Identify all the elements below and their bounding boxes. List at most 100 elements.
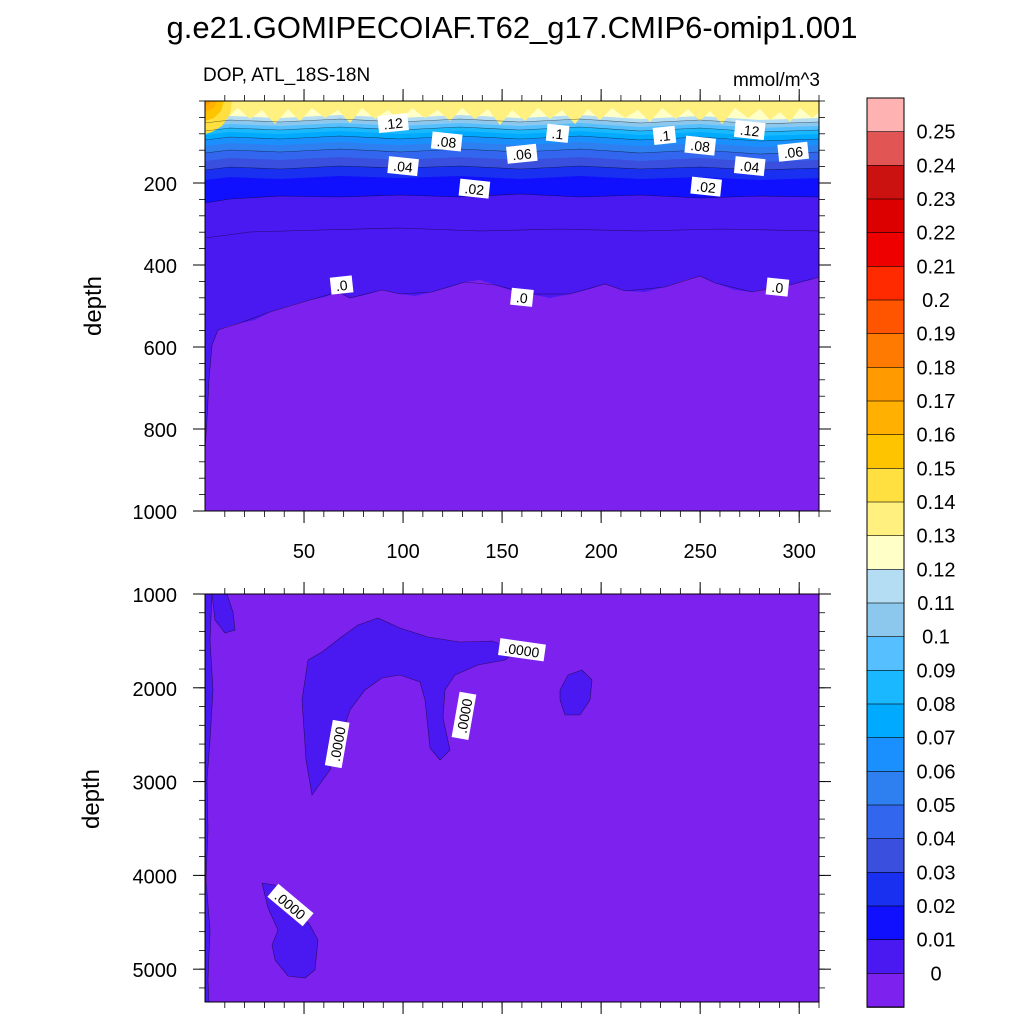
contour-label-text: .0000 xyxy=(503,640,540,661)
contour-label-box xyxy=(506,143,538,164)
colorbar-swatch xyxy=(866,535,905,571)
colorbar-swatch xyxy=(866,569,905,604)
colorbar-label: 0.18 xyxy=(917,357,956,379)
colorbar-swatch xyxy=(866,299,905,335)
lower-bottom-left-patch xyxy=(262,883,318,978)
contour-label-box xyxy=(451,691,477,740)
colorbar-label: 0.23 xyxy=(917,189,956,211)
contour-label: .0000 xyxy=(324,719,350,769)
contour-label: .1 xyxy=(652,125,677,145)
colorbar-swatch xyxy=(866,198,905,234)
units-label: mmol/m^3 xyxy=(733,70,820,91)
contour-label-box xyxy=(690,176,722,197)
contour-label: .08 xyxy=(684,135,717,156)
contour-label-text: .02 xyxy=(696,178,717,196)
colorbar-label: 0.15 xyxy=(917,458,956,480)
contour-label: .12 xyxy=(733,120,766,141)
contour-label: .0 xyxy=(510,287,534,307)
contour-label-text: .0 xyxy=(771,279,784,296)
contour-label-box xyxy=(430,131,463,152)
colorbar-swatch xyxy=(866,602,905,638)
contour-label: .08 xyxy=(430,131,463,152)
colorbar-swatch xyxy=(866,468,905,503)
colorbar-swatch xyxy=(866,670,905,705)
contour-label: .04 xyxy=(387,156,419,177)
colorbar-swatch xyxy=(866,703,905,739)
colorbar-label: 0.1 xyxy=(922,627,950,649)
contour-label-box xyxy=(684,135,717,156)
colorbar-label: 0.09 xyxy=(917,660,956,682)
colorbar-label: 0.03 xyxy=(917,862,956,884)
contour-label-text: .12 xyxy=(383,115,404,133)
contour-label-box xyxy=(733,120,766,141)
lower-axes: 1000 2000 3000 4000 5000 xyxy=(133,582,831,1014)
upper-contour-labels: .12 .08 .1 .1 .12 .04 .06 .08 .04 .06 .02 .02 .0 .0 .0 xyxy=(329,113,810,307)
contour-label-text: .0 xyxy=(515,289,528,306)
colorbar-swatch xyxy=(866,97,905,133)
lower-right-blob xyxy=(560,670,592,715)
colorbar-swatch xyxy=(866,872,905,907)
colorbar-label: 0.24 xyxy=(917,155,956,177)
x-tick-label: 200 xyxy=(584,541,617,563)
colorbar: 0.25 0.24 0.23 0.22 0.21 0.2 0.19 0.18 0.17 0.16 0… xyxy=(866,97,956,1008)
colorbar-swatch xyxy=(866,804,905,840)
colorbar-label: 0.12 xyxy=(917,559,956,581)
colorbar-label: 0.01 xyxy=(917,930,956,952)
colorbar-swatch xyxy=(866,737,905,773)
contour-label-text: .0 xyxy=(335,277,348,294)
contour-label-box xyxy=(652,125,677,145)
colorbar-label: 0 xyxy=(930,963,941,985)
colorbar-swatch xyxy=(866,771,905,806)
y-tick-label: 1000 xyxy=(133,502,178,524)
contour-label-text: .08 xyxy=(690,137,711,155)
contour-label-text: .0000 xyxy=(454,697,476,734)
y-axis-title-lower: depth xyxy=(78,769,105,829)
contour-label-text: .0000 xyxy=(327,725,349,762)
contour-label: .06 xyxy=(777,141,810,162)
contour-label-text: .06 xyxy=(783,143,804,161)
colorbar-label: 0.04 xyxy=(917,829,956,851)
upper-corner-warm-4 xyxy=(205,101,211,106)
colorbar-swatch xyxy=(866,400,905,436)
colorbar-label: 0.25 xyxy=(917,122,956,144)
contour-label: .0000 xyxy=(498,638,546,662)
colorbar-label: 0.05 xyxy=(917,795,956,817)
y-tick-label: 600 xyxy=(144,338,177,360)
colorbar-label: 0.11 xyxy=(917,593,954,615)
contour-label: .06 xyxy=(506,143,538,164)
contour-label-box xyxy=(324,719,350,769)
contour-label: .02 xyxy=(458,178,491,199)
y-tick-label: 200 xyxy=(144,174,177,196)
contour-label-box xyxy=(498,638,546,662)
colorbar-label: 0.13 xyxy=(917,526,956,548)
chart-title: g.e21.GOMIPECOIAF.T62_g17.CMIP6-omip1.00… xyxy=(167,10,858,45)
y-tick-label: 3000 xyxy=(133,773,178,795)
colorbar-swatch xyxy=(866,905,905,941)
contour-label-box xyxy=(510,287,534,307)
contour-label-box xyxy=(458,178,491,199)
y-tick-label: 4000 xyxy=(133,866,178,888)
lower-left-strip xyxy=(205,594,213,1002)
colorbar-swatch xyxy=(866,232,905,268)
x-tick-label: 50 xyxy=(293,541,315,563)
x-tick-label: 100 xyxy=(386,541,419,563)
colorbar-label: 0.08 xyxy=(917,694,956,716)
contour-label-text: .12 xyxy=(739,122,760,140)
contour-label: .12 xyxy=(377,113,409,134)
lower-panel xyxy=(205,594,819,1002)
x-tick-label: 300 xyxy=(783,541,816,563)
lower-central-patch xyxy=(302,618,518,795)
y-tick-label: 5000 xyxy=(133,960,178,982)
contour-label-text: .08 xyxy=(436,133,457,151)
colorbar-swatch xyxy=(866,165,905,200)
upper-contour-lines xyxy=(205,118,819,451)
colorbar-label: 0.21 xyxy=(917,256,956,278)
contour-label-text: .1 xyxy=(658,127,671,144)
contour-label-box xyxy=(545,123,570,143)
contour-label-text: .02 xyxy=(464,180,485,198)
contour-label-box xyxy=(765,277,790,297)
contour-label: .04 xyxy=(733,156,766,177)
colorbar-swatch xyxy=(866,838,905,874)
colorbar-label: 0.2 xyxy=(922,290,950,312)
